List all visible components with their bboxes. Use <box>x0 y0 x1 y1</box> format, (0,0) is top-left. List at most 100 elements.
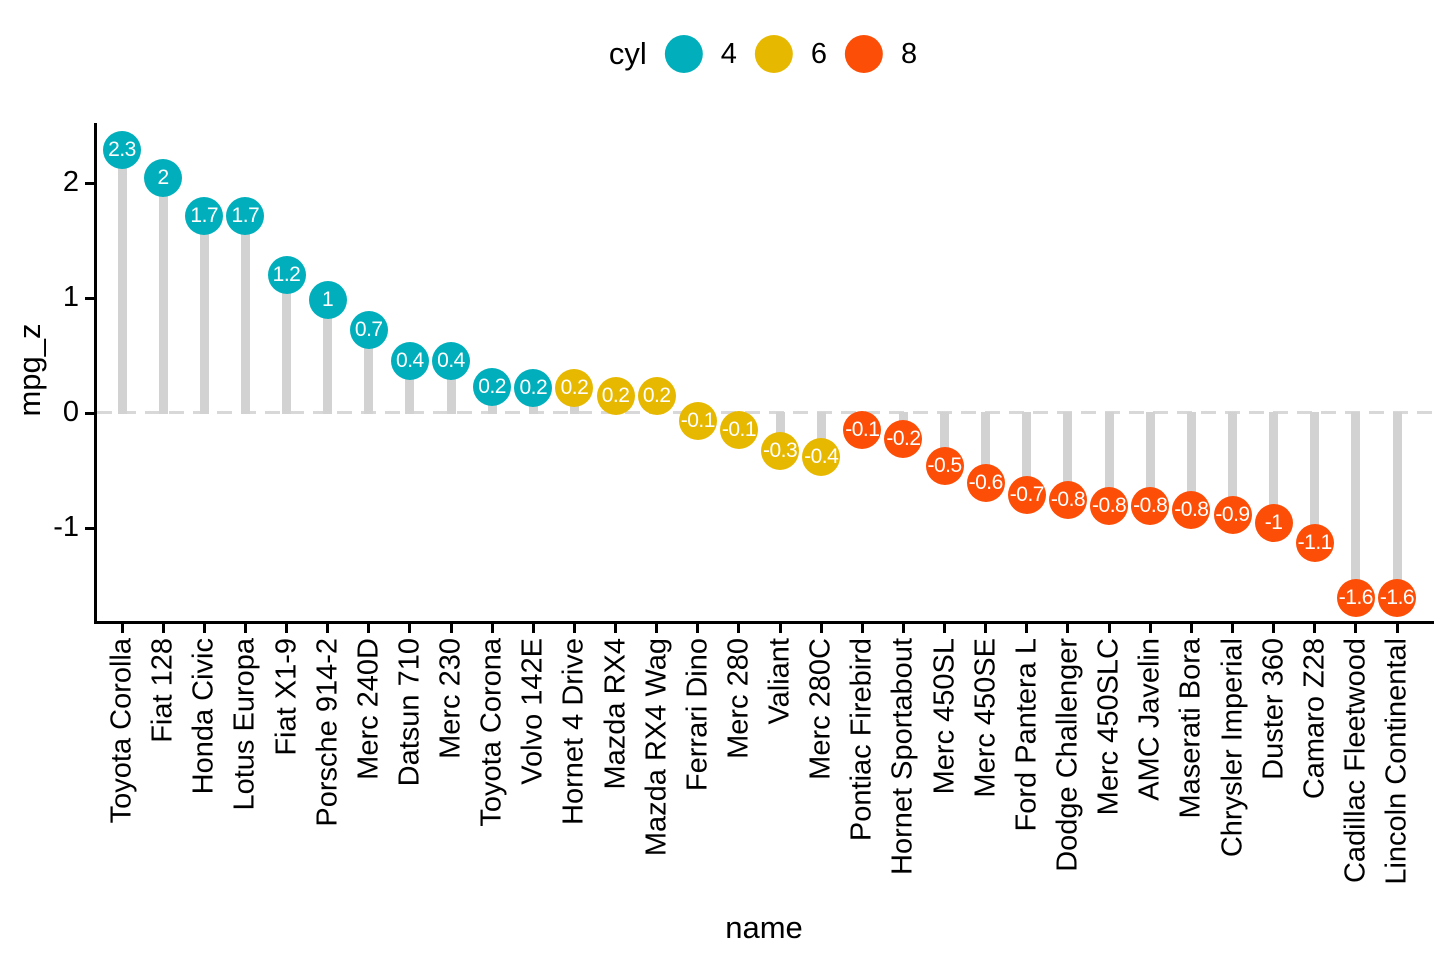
data-point-label: -0.8 <box>1174 497 1209 521</box>
x-tick-mark <box>202 623 206 633</box>
x-axis-label: Duster 360 <box>1257 638 1290 780</box>
y-tick-mark <box>85 181 94 185</box>
x-tick-mark <box>1313 623 1317 633</box>
x-tick-mark <box>901 623 905 633</box>
data-point-dot: -0.1 <box>719 411 758 450</box>
data-point-label: -1.6 <box>1379 586 1415 610</box>
x-axis-label: Ferrari Dino <box>681 638 714 792</box>
data-point-label: 0.7 <box>354 318 383 342</box>
y-tick-label: 2 <box>62 166 79 198</box>
x-tick-mark <box>490 623 494 633</box>
data-point-label: -0.4 <box>804 444 839 468</box>
data-point-label: -0.8 <box>1133 494 1168 518</box>
legend-item: 6 <box>754 35 828 73</box>
lollipop-stem <box>323 300 333 414</box>
x-axis-label: Ford Pantera L <box>1010 638 1043 832</box>
lollipop-stem <box>940 412 950 468</box>
lollipop-stem <box>199 216 209 414</box>
lollipop-stem <box>364 330 374 414</box>
x-axis-label: Toyota Corona <box>475 638 508 827</box>
data-point-label: -1 <box>1264 511 1283 535</box>
x-axis-label: Merc 450SE <box>969 638 1002 798</box>
x-axis-label: Maserati Bora <box>1174 638 1207 819</box>
x-tick-mark <box>572 623 576 633</box>
data-point-label: 0.2 <box>519 375 548 399</box>
data-point-dot: 0.4 <box>432 342 471 381</box>
data-point-dot: -0.8 <box>1131 487 1170 526</box>
x-axis-label: Merc 230 <box>434 638 467 759</box>
y-tick-mark <box>85 411 94 415</box>
x-tick-mark <box>120 623 124 633</box>
x-tick-mark <box>943 623 947 633</box>
x-axis-label: Lotus Europa <box>228 638 261 811</box>
lollipop-stem <box>816 412 826 459</box>
y-axis-title: mpg_z <box>12 323 47 417</box>
data-point-label: -0.3 <box>762 438 798 462</box>
legend-color-dot <box>664 35 703 73</box>
data-point-dot: 0.7 <box>349 311 388 350</box>
legend-item-label: 6 <box>810 37 828 70</box>
zero-reference-line <box>97 411 1434 414</box>
data-point-dot: 0.2 <box>514 368 553 407</box>
data-point-dot: 1.2 <box>267 256 306 294</box>
lollipop-stem <box>282 275 292 414</box>
x-tick-mark <box>860 623 864 633</box>
data-point-dot: -0.8 <box>1048 481 1087 520</box>
x-tick-mark <box>819 623 823 633</box>
lollipop-stem <box>1104 412 1114 509</box>
x-axis-line <box>94 621 1434 624</box>
data-point-label: 2.3 <box>108 137 136 161</box>
x-tick-mark <box>408 623 412 633</box>
data-point-dot: -0.2 <box>884 420 923 459</box>
x-axis-label: Merc 450SL <box>928 638 961 795</box>
data-point-label: 0.4 <box>437 349 465 373</box>
x-tick-mark <box>984 623 988 633</box>
x-tick-mark <box>778 623 782 633</box>
data-point-label: 0.2 <box>601 383 630 407</box>
x-axis-label: Valiant <box>763 638 796 725</box>
x-axis-label: Mazda RX4 <box>599 638 632 790</box>
data-point-dot: 0.2 <box>555 368 594 407</box>
lollipop-stem <box>981 412 991 486</box>
data-point-dot: 0.2 <box>637 376 676 415</box>
data-point-dot: 1 <box>308 281 347 320</box>
data-point-dot: 1.7 <box>185 197 224 236</box>
x-tick-mark <box>161 623 165 633</box>
data-point-label: 2 <box>157 166 170 190</box>
data-point-label: -0.8 <box>1092 494 1127 518</box>
lollipop-stem <box>1310 412 1320 545</box>
legend-item: 8 <box>845 35 917 73</box>
data-point-dot: -0.8 <box>1172 490 1211 529</box>
data-point-dot: -1.6 <box>1378 579 1417 618</box>
x-tick-mark <box>1107 623 1111 633</box>
x-axis-label: Merc 280 <box>722 638 755 759</box>
data-point-dot: -0.4 <box>802 437 841 476</box>
data-point-label: -1.1 <box>1297 530 1333 554</box>
x-axis-label: Mazda RX4 Wag <box>640 638 673 857</box>
x-axis-label: Lincoln Continental <box>1380 638 1413 885</box>
x-axis-title: name <box>725 910 803 945</box>
x-tick-mark <box>737 623 741 633</box>
lollipop-stem <box>1145 412 1155 509</box>
data-point-label: -0.6 <box>968 471 1004 495</box>
x-axis-label: Volvo 142E <box>516 638 549 785</box>
lollipop-stem <box>1022 412 1032 497</box>
y-axis-line <box>94 123 97 624</box>
y-tick-mark <box>85 296 94 300</box>
x-tick-mark <box>1066 623 1070 633</box>
data-point-label: 1.2 <box>272 263 301 286</box>
data-point-label: 0.4 <box>396 349 424 373</box>
x-tick-mark <box>1395 623 1399 633</box>
x-tick-mark <box>1231 623 1234 633</box>
x-tick-mark <box>696 623 700 633</box>
data-point-label: -0.5 <box>927 453 963 477</box>
lollipop-stem <box>1228 412 1237 518</box>
lollipop-stem <box>158 178 168 414</box>
data-point-label: -0.1 <box>845 418 880 442</box>
x-axis-label: Porsche 914-2 <box>311 638 344 827</box>
lollipop-stem <box>1186 412 1196 512</box>
data-point-dot: 0.4 <box>390 342 429 381</box>
lollipop-stem <box>1063 412 1073 503</box>
x-axis-label: Fiat 128 <box>146 638 179 743</box>
